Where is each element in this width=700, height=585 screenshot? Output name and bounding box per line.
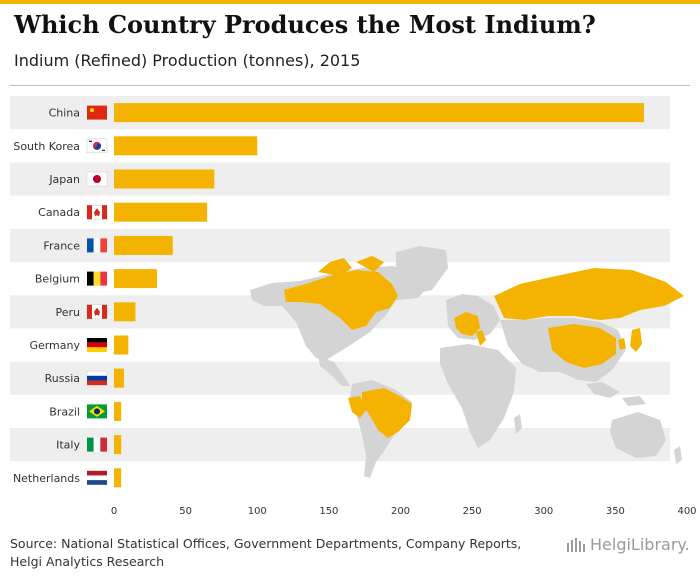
x-tick-label: 200 [391,506,410,517]
x-tick-label: 400 [677,506,696,517]
row-bands [10,96,670,462]
category-labels: China South Korea Japan Canada France Belgium… [13,107,81,485]
map-china [548,324,616,368]
country-flags [86,105,108,485]
map-canada [284,270,398,330]
map-western-europe-highlight [454,312,486,346]
category-label: Italy [56,439,80,452]
map-japan [630,328,642,352]
italy-flag-icon [87,437,107,452]
category-label: South Korea [13,140,80,153]
map-madagascar [514,414,522,434]
map-peru [348,396,366,418]
category-label: Brazil [49,405,80,418]
x-tick-label: 300 [534,506,553,517]
bar-russia [114,368,125,388]
helgi-library-logo: HelgiLibrary. [566,535,690,554]
bar-japan [114,169,215,189]
bar-germany [114,335,129,355]
bar-south-korea [114,136,258,156]
bar-italy [114,435,122,455]
row-band [10,162,670,196]
map-southeast-asia [586,382,646,406]
top-accent-bar [0,0,700,4]
bar-france [114,235,173,255]
map-new-zealand [674,446,682,464]
category-label: Germany [29,339,80,352]
map-brazil [362,388,412,438]
category-label: Japan [48,173,80,186]
bar-china [114,103,645,123]
chart-subtitle: Indium (Refined) Production (tonnes), 20… [14,51,361,70]
brazil-flag-icon [87,404,107,419]
bar-brazil [114,401,122,421]
category-label: Russia [45,372,80,385]
world-map [250,246,684,478]
x-tick-label: 150 [319,506,338,517]
japan-flag-icon [86,171,108,187]
bar-canada [114,202,208,222]
map-korea [618,338,626,350]
map-russia [494,268,684,320]
south-korea-flag-icon [86,138,108,154]
map-africa [440,344,516,448]
map-central-america [318,356,350,386]
bar-peru [114,302,136,322]
russia-flag-icon [86,370,108,386]
x-tick-label: 0 [111,506,117,517]
netherlands-flag-icon [87,470,107,485]
source-line-2: Helgi Analytics Research [10,554,165,569]
category-label: Netherlands [13,472,80,485]
belgium-flag-icon [87,271,107,286]
category-label: France [43,239,80,252]
chart-title: Which Country Produces the Most Indium? [14,10,596,39]
logo-text: HelgiLibrary. [590,535,690,554]
map-canada-islands [318,256,384,276]
source-note: Source: National Statistical Offices, Go… [10,535,550,571]
germany-flag-icon [87,338,107,352]
category-label: Peru [55,306,80,319]
x-tick-label: 50 [179,506,192,517]
row-band [10,228,670,262]
category-label: China [49,107,80,120]
x-tick-label: 250 [463,506,482,517]
bar-netherlands [114,468,122,488]
source-line-1: Source: National Statistical Offices, Go… [10,536,522,551]
map-greenland [396,246,448,294]
peru-flag-icon [86,304,108,320]
china-flag-icon [87,105,107,120]
library-logo-icon [567,538,585,552]
x-tick-label: 100 [248,506,267,517]
row-band [10,428,670,462]
x-tick-label: 350 [606,506,625,517]
bar-belgium [114,269,157,289]
france-flag-icon [87,238,107,253]
map-australia [610,412,666,458]
category-label: Belgium [35,273,80,286]
canada-flag-icon [86,204,108,220]
category-label: Canada [38,206,80,219]
title-divider [10,85,690,86]
bars-group [114,103,645,488]
x-axis-ticks: 0 50 100 150 200 250 300 350 400 [111,506,697,517]
